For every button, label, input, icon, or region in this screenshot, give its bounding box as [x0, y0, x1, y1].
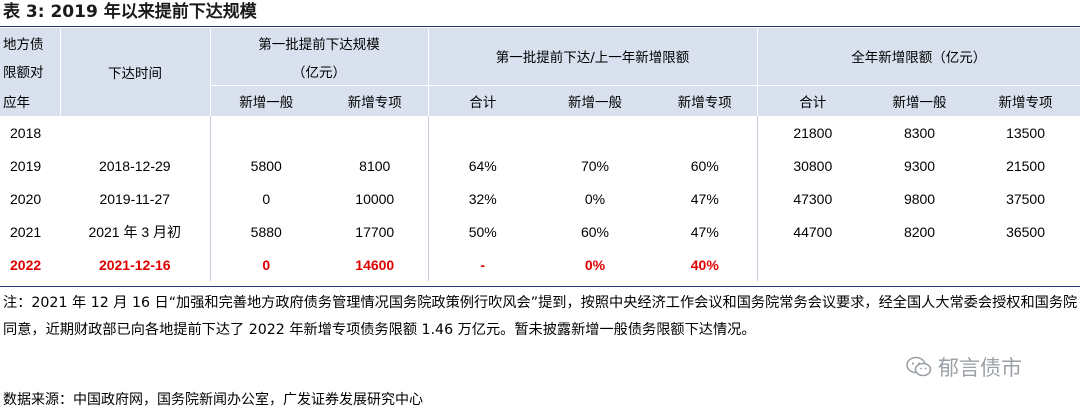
table-title: 表 3: 2019 年以来提前下达规模 [3, 2, 257, 22]
header-group1-line2: （亿元） [210, 57, 429, 85]
cell-value: 32% [468, 190, 497, 207]
cell-value: 64% [468, 157, 497, 174]
subheader-new-special: 新增专项 [653, 84, 758, 116]
cell-value: 21500 [1006, 157, 1046, 174]
cell-value [868, 248, 971, 281]
cell-value: 47% [653, 182, 758, 215]
cell-value [428, 116, 537, 149]
cell-year: 2018 [10, 124, 42, 141]
bottom-rule [0, 286, 1080, 287]
cell-value: 0% [584, 190, 606, 207]
issuance-table: 地方债 下达时间 第一批提前下达规模 第一批提前下达/上一年新增限额 全年新增限… [0, 28, 1080, 281]
header-date: 下达时间 [60, 28, 211, 116]
header-col1-line2: 限额对 [0, 57, 61, 85]
cell-value: 17700 [322, 215, 429, 248]
cell-value: 21800 [793, 124, 833, 141]
cell-value: 8100 [322, 149, 429, 182]
cell-value: - [480, 256, 486, 273]
header-group2: 第一批提前下达/上一年新增限额 [428, 28, 758, 85]
data-source: 数据来源：中国政府网，国务院新闻办公室，广发证券发展研究中心 [3, 392, 423, 408]
cell-value: 0% [584, 256, 606, 273]
cell-value: 5880 [250, 223, 282, 240]
subheader-new-special: 新增专项 [971, 84, 1080, 116]
cell-value: 36500 [1006, 223, 1046, 240]
cell-year: 2021 [10, 223, 42, 240]
subheader-total: 合计 [428, 84, 537, 116]
cell-value [210, 116, 322, 149]
cell-value: 50% [468, 223, 497, 240]
subheader-new-general: 新增一般 [537, 84, 653, 116]
cell-year: 2019 [10, 157, 42, 174]
cell-value: 9300 [903, 157, 936, 174]
wechat-watermark: 郁言债市 [906, 352, 1022, 382]
header-col1-line3: 应年 [0, 85, 61, 116]
table-note: 注：2021 年 12 月 16 日“加强和完善地方政府债务管理情况国务院政策例… [3, 295, 1078, 338]
cell-year: 2020 [10, 190, 42, 207]
table-row: 2018 21800 8300 13500 [0, 116, 1080, 149]
top-rule [0, 26, 1080, 27]
cell-value [653, 116, 758, 149]
cell-value: 5800 [250, 157, 282, 174]
cell-value: 0 [262, 256, 271, 273]
cell-date: 2018-12-29 [60, 149, 211, 182]
table-row: 2020 2019-11-27 0 10000 32% 0% 47% 47300… [0, 182, 1080, 215]
cell-value: 37500 [1006, 190, 1046, 207]
table-row: 2021 2021 年 3 月初 5880 17700 50% 60% 47% … [0, 215, 1080, 248]
cell-value [757, 248, 868, 281]
header-group1-line1: 第一批提前下达规模 [210, 28, 429, 57]
table-row: 2019 2018-12-29 5800 8100 64% 70% 60% 30… [0, 149, 1080, 182]
cell-value: 40% [653, 248, 758, 281]
wechat-icon [906, 356, 932, 377]
subheader-new-special: 新增专项 [322, 84, 429, 116]
cell-value [537, 116, 653, 149]
cell-value: 30800 [793, 157, 833, 174]
cell-date: 2019-11-27 [60, 182, 211, 215]
cell-value [971, 248, 1080, 281]
cell-value: 70% [580, 157, 610, 174]
cell-year: 2022 [10, 256, 42, 273]
cell-date: 2021-12-16 [60, 248, 211, 281]
cell-value: 47300 [793, 190, 833, 207]
watermark-text: 郁言债市 [938, 356, 1022, 380]
subheader-new-general: 新增一般 [210, 84, 322, 116]
header-col1-line1: 地方债 [0, 28, 61, 57]
cell-date: 2021 年 3 月初 [60, 215, 211, 248]
header-date-label: 下达时间 [108, 66, 162, 82]
cell-value [322, 116, 429, 149]
cell-value: 9800 [903, 190, 936, 207]
header-group3: 全年新增限额（亿元） [757, 28, 1080, 85]
cell-value: 13500 [1006, 124, 1046, 141]
cell-value: 44700 [793, 223, 833, 240]
table-row-highlight: 2022 2021-12-16 0 14600 - 0% 40% [0, 248, 1080, 281]
cell-value: 8300 [903, 124, 936, 141]
cell-value: 14600 [322, 248, 429, 281]
subheader-new-general: 新增一般 [868, 84, 972, 116]
cell-value: 10000 [322, 182, 429, 215]
cell-date [60, 116, 211, 149]
cell-value: 60% [580, 223, 610, 240]
cell-value: 60% [653, 149, 758, 182]
cell-value: 8200 [903, 223, 936, 240]
cell-value: 47% [653, 215, 758, 248]
cell-value: 0 [262, 190, 271, 207]
subheader-total: 合计 [757, 84, 869, 116]
